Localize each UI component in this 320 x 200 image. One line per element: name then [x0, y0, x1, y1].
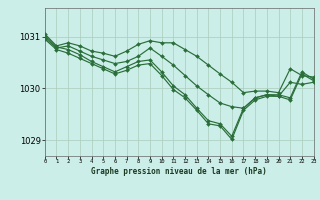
- X-axis label: Graphe pression niveau de la mer (hPa): Graphe pression niveau de la mer (hPa): [91, 167, 267, 176]
